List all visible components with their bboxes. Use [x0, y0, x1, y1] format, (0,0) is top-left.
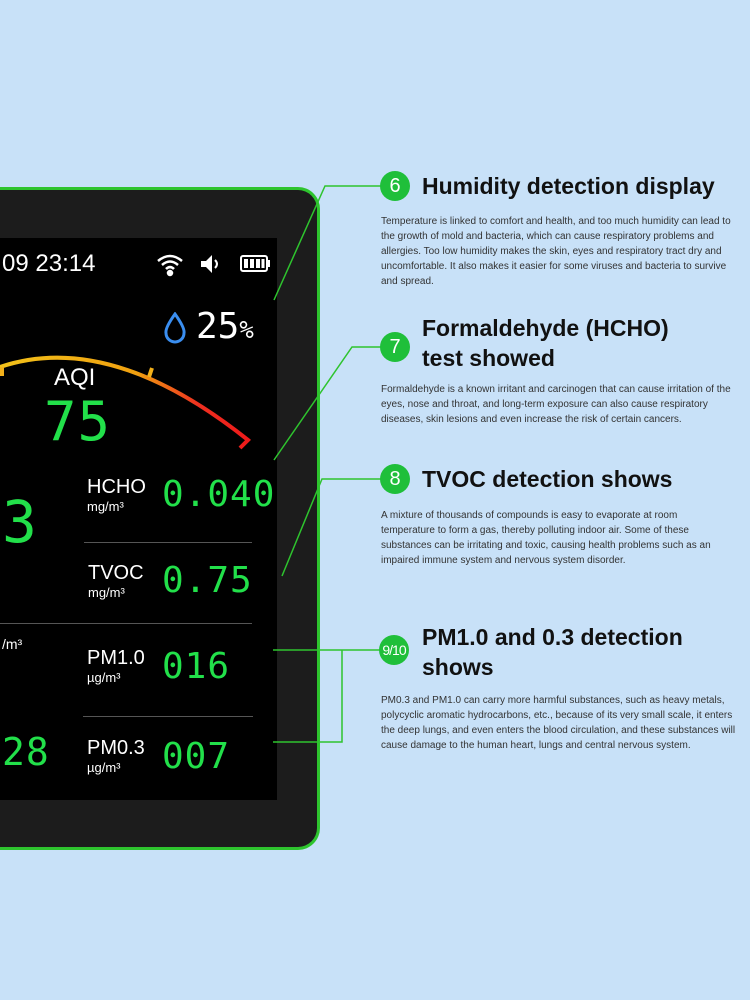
status-icons [157, 254, 270, 277]
humidity-unit: % [239, 316, 254, 344]
reading-pm03: PM0.3 µg/m³ [87, 737, 145, 775]
reading-unit: µg/m³ [87, 760, 121, 775]
partial-reading: 3 [2, 488, 38, 556]
feature-text: PM0.3 and PM1.0 can carry more harmful s… [381, 695, 736, 751]
clock: 09 23:14 [2, 250, 95, 278]
feature-text: Formaldehyde is a known irritant and car… [381, 384, 731, 425]
connector-7 [273, 346, 382, 461]
badge-8: 8 [380, 464, 410, 494]
feature-title: Formaldehyde (HCHO) test showed [422, 315, 669, 371]
reading-unit: µg/m³ [87, 670, 121, 685]
partial-unit: /m³ [2, 636, 23, 652]
humidity-value: 25 [196, 306, 240, 347]
feature-title: TVOC detection shows [422, 466, 673, 492]
wifi-icon [157, 254, 183, 277]
date-partial: 09 [2, 250, 29, 277]
reading-label: HCHO [87, 476, 146, 498]
reading-pm1: PM1.0 µg/m³ [87, 647, 145, 685]
reading-value: 0.040 [162, 474, 276, 515]
divider [84, 542, 252, 543]
aqi-value: 75 [44, 390, 112, 453]
aqi-gauge [0, 355, 251, 450]
reading-label: TVOC [88, 562, 144, 584]
badge-7: 7 [380, 332, 410, 362]
battery-icon [240, 255, 270, 272]
badge-6: 6 [380, 171, 410, 201]
reading-label: PM0.3 [87, 737, 145, 759]
feature-text: A mixture of thousands of compounds is e… [381, 510, 711, 566]
reading-tvoc: TVOC mg/m³ [88, 562, 144, 600]
connector-8 [281, 478, 382, 577]
time: 23:14 [35, 250, 96, 277]
connector-6 [273, 185, 382, 301]
reading-value: 0.75 [162, 560, 253, 601]
feature-title: PM1.0 and 0.3 detection shows [422, 624, 683, 680]
aqi-label: AQI [54, 364, 96, 391]
speaker-icon [201, 255, 218, 273]
reading-value: 007 [162, 736, 231, 777]
badge-9-10: 9/10 [379, 635, 409, 665]
device-screen [0, 238, 277, 800]
feature-text: Temperature is linked to comfort and hea… [381, 216, 731, 287]
feature-title: Humidity detection display [422, 173, 715, 199]
partial-reading-bottom: 28 [2, 730, 50, 774]
divider [83, 716, 253, 717]
divider [0, 623, 252, 624]
reading-unit: mg/m³ [87, 499, 124, 514]
humidity-readout: 25% [196, 306, 254, 347]
water-drop-icon [164, 312, 186, 344]
reading-label: PM1.0 [87, 647, 145, 669]
reading-value: 016 [162, 646, 231, 687]
reading-hcho: HCHO mg/m³ [87, 476, 146, 514]
reading-unit: mg/m³ [88, 585, 125, 600]
connector-9-10 [273, 649, 382, 743]
